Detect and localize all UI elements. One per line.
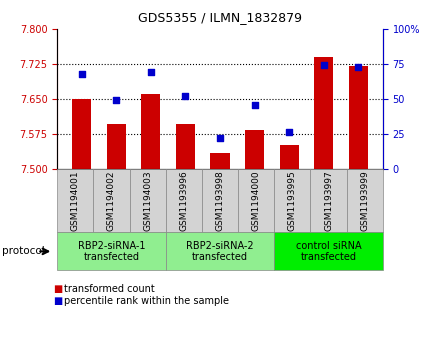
Text: ■: ■ <box>53 284 62 294</box>
Text: GSM1193995: GSM1193995 <box>288 170 297 231</box>
Bar <box>106 124 126 169</box>
Bar <box>141 94 160 169</box>
Bar <box>280 144 299 169</box>
Point <box>113 97 120 103</box>
Text: RBP2-siRNA-1
transfected: RBP2-siRNA-1 transfected <box>78 241 145 262</box>
Text: GSM1194001: GSM1194001 <box>71 170 80 231</box>
Point <box>251 102 258 107</box>
Text: transformed count: transformed count <box>64 284 154 294</box>
Text: GSM1193996: GSM1193996 <box>180 170 188 231</box>
Text: GSM1194002: GSM1194002 <box>107 170 116 231</box>
Bar <box>176 124 195 169</box>
Bar <box>72 99 91 169</box>
Bar <box>245 130 264 169</box>
Bar <box>314 57 334 169</box>
Point <box>147 69 154 75</box>
Point <box>182 93 189 99</box>
Text: control siRNA
transfected: control siRNA transfected <box>296 241 361 262</box>
Point <box>286 130 293 135</box>
Text: percentile rank within the sample: percentile rank within the sample <box>64 296 229 306</box>
Text: GSM1193999: GSM1193999 <box>360 170 369 231</box>
Text: ■: ■ <box>53 296 62 306</box>
Text: GSM1193998: GSM1193998 <box>216 170 224 231</box>
Bar <box>210 153 230 169</box>
Point <box>78 71 85 77</box>
Text: GSM1193997: GSM1193997 <box>324 170 333 231</box>
Text: GSM1194003: GSM1194003 <box>143 170 152 231</box>
Point <box>216 135 224 141</box>
Point <box>355 64 362 70</box>
Text: protocol: protocol <box>2 246 45 256</box>
Point <box>320 62 327 68</box>
Bar <box>349 66 368 169</box>
Text: GSM1194000: GSM1194000 <box>252 170 260 231</box>
Text: RBP2-siRNA-2
transfected: RBP2-siRNA-2 transfected <box>186 241 254 262</box>
Text: GDS5355 / ILMN_1832879: GDS5355 / ILMN_1832879 <box>138 11 302 24</box>
